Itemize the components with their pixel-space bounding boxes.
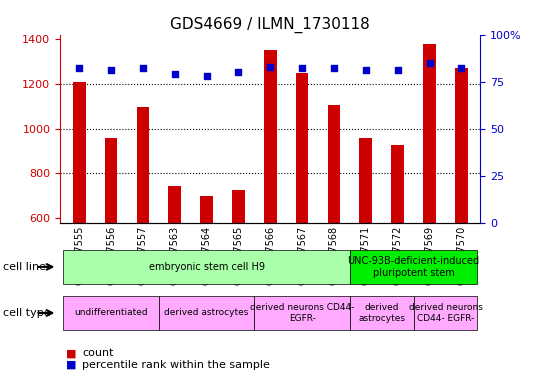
Text: ■: ■ bbox=[66, 360, 76, 370]
Point bbox=[457, 65, 466, 71]
Point bbox=[202, 73, 211, 79]
Bar bbox=[232, 190, 245, 353]
Point bbox=[298, 65, 306, 71]
Point bbox=[234, 69, 243, 75]
Bar bbox=[105, 137, 117, 353]
Bar bbox=[296, 73, 308, 353]
Bar bbox=[168, 187, 181, 353]
Point bbox=[106, 67, 115, 73]
Point bbox=[425, 60, 434, 66]
Title: GDS4669 / ILMN_1730118: GDS4669 / ILMN_1730118 bbox=[170, 17, 370, 33]
Point bbox=[266, 63, 275, 70]
Bar bbox=[264, 50, 277, 353]
Text: undifferentiated: undifferentiated bbox=[74, 308, 148, 318]
Bar bbox=[391, 146, 404, 353]
Point bbox=[75, 65, 84, 71]
Point bbox=[139, 65, 147, 71]
Text: ■: ■ bbox=[66, 348, 76, 358]
Text: percentile rank within the sample: percentile rank within the sample bbox=[82, 360, 270, 370]
Text: derived
astrocytes: derived astrocytes bbox=[358, 303, 405, 323]
Point bbox=[330, 65, 339, 71]
Text: embryonic stem cell H9: embryonic stem cell H9 bbox=[149, 262, 265, 272]
Text: cell line: cell line bbox=[3, 262, 46, 272]
Text: derived neurons
CD44- EGFR-: derived neurons CD44- EGFR- bbox=[408, 303, 482, 323]
Bar bbox=[359, 137, 372, 353]
Point bbox=[393, 67, 402, 73]
Text: derived astrocytes: derived astrocytes bbox=[164, 308, 249, 318]
Point bbox=[170, 71, 179, 77]
Text: cell type: cell type bbox=[3, 308, 50, 318]
Bar bbox=[328, 105, 340, 353]
Text: derived neurons CD44-
EGFR-: derived neurons CD44- EGFR- bbox=[250, 303, 354, 323]
Point bbox=[361, 67, 370, 73]
Text: count: count bbox=[82, 348, 114, 358]
Bar bbox=[455, 68, 468, 353]
Bar bbox=[423, 43, 436, 353]
Bar bbox=[73, 82, 86, 353]
Bar bbox=[200, 196, 213, 353]
Text: UNC-93B-deficient-induced
pluripotent stem: UNC-93B-deficient-induced pluripotent st… bbox=[348, 256, 479, 278]
Bar bbox=[136, 108, 149, 353]
